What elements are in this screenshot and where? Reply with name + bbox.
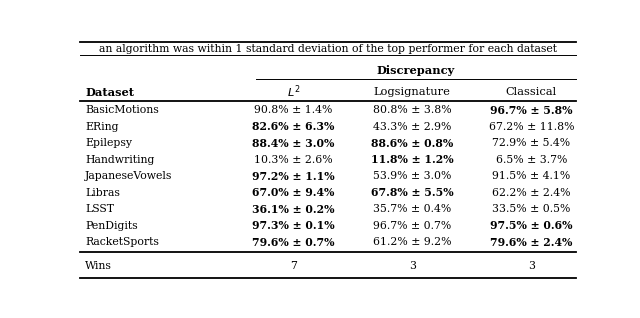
Text: 35.7% ± 0.4%: 35.7% ± 0.4% — [373, 204, 451, 214]
Text: 90.8% ± 1.4%: 90.8% ± 1.4% — [254, 105, 332, 115]
Text: 80.8% ± 3.8%: 80.8% ± 3.8% — [373, 105, 452, 115]
Text: 91.5% ± 4.1%: 91.5% ± 4.1% — [492, 171, 570, 181]
Text: 79.6% ± 0.7%: 79.6% ± 0.7% — [252, 237, 335, 248]
Text: 88.6% ± 0.8%: 88.6% ± 0.8% — [371, 138, 454, 149]
Text: 79.6% ± 2.4%: 79.6% ± 2.4% — [490, 237, 573, 248]
Text: Dataset: Dataset — [85, 86, 134, 98]
Text: 72.9% ± 5.4%: 72.9% ± 5.4% — [492, 138, 570, 148]
Text: 67.2% ± 11.8%: 67.2% ± 11.8% — [488, 121, 574, 132]
Text: ERing: ERing — [85, 121, 118, 132]
Text: Logsignature: Logsignature — [374, 87, 451, 97]
Text: 62.2% ± 2.4%: 62.2% ± 2.4% — [492, 188, 571, 198]
Text: Wins: Wins — [85, 261, 112, 271]
Text: JapaneseVowels: JapaneseVowels — [85, 171, 172, 181]
Text: 82.6% ± 6.3%: 82.6% ± 6.3% — [252, 121, 335, 132]
Text: RacketSports: RacketSports — [85, 237, 159, 247]
Text: 11.8% ± 1.2%: 11.8% ± 1.2% — [371, 154, 454, 165]
Text: Handwriting: Handwriting — [85, 155, 154, 165]
Text: 43.3% ± 2.9%: 43.3% ± 2.9% — [373, 121, 451, 132]
Text: 53.9% ± 3.0%: 53.9% ± 3.0% — [373, 171, 451, 181]
Text: Classical: Classical — [506, 87, 557, 97]
Text: $L^2$: $L^2$ — [287, 84, 300, 100]
Text: 97.5% ± 0.6%: 97.5% ± 0.6% — [490, 220, 573, 231]
Text: 36.1% ± 0.2%: 36.1% ± 0.2% — [252, 204, 335, 215]
Text: 6.5% ± 3.7%: 6.5% ± 3.7% — [495, 155, 567, 165]
Text: Epilepsy: Epilepsy — [85, 138, 132, 148]
Text: 10.3% ± 2.6%: 10.3% ± 2.6% — [254, 155, 333, 165]
Text: Libras: Libras — [85, 188, 120, 198]
Text: PenDigits: PenDigits — [85, 221, 138, 231]
Text: 3: 3 — [409, 261, 416, 271]
Text: Discrepancy: Discrepancy — [377, 65, 455, 76]
Text: LSST: LSST — [85, 204, 114, 214]
Text: 3: 3 — [528, 261, 535, 271]
Text: 33.5% ± 0.5%: 33.5% ± 0.5% — [492, 204, 570, 214]
Text: 7: 7 — [290, 261, 297, 271]
Text: 97.2% ± 1.1%: 97.2% ± 1.1% — [252, 171, 335, 182]
Text: an algorithm was within 1 standard deviation of the top performer for each datas: an algorithm was within 1 standard devia… — [99, 44, 557, 54]
Text: 97.3% ± 0.1%: 97.3% ± 0.1% — [252, 220, 335, 231]
Text: 96.7% ± 0.7%: 96.7% ± 0.7% — [373, 221, 451, 231]
Text: 61.2% ± 9.2%: 61.2% ± 9.2% — [373, 237, 452, 247]
Text: BasicMotions: BasicMotions — [85, 105, 159, 115]
Text: 67.0% ± 9.4%: 67.0% ± 9.4% — [252, 187, 335, 198]
Text: 96.7% ± 5.8%: 96.7% ± 5.8% — [490, 105, 573, 115]
Text: 67.8% ± 5.5%: 67.8% ± 5.5% — [371, 187, 454, 198]
Text: 88.4% ± 3.0%: 88.4% ± 3.0% — [252, 138, 335, 149]
